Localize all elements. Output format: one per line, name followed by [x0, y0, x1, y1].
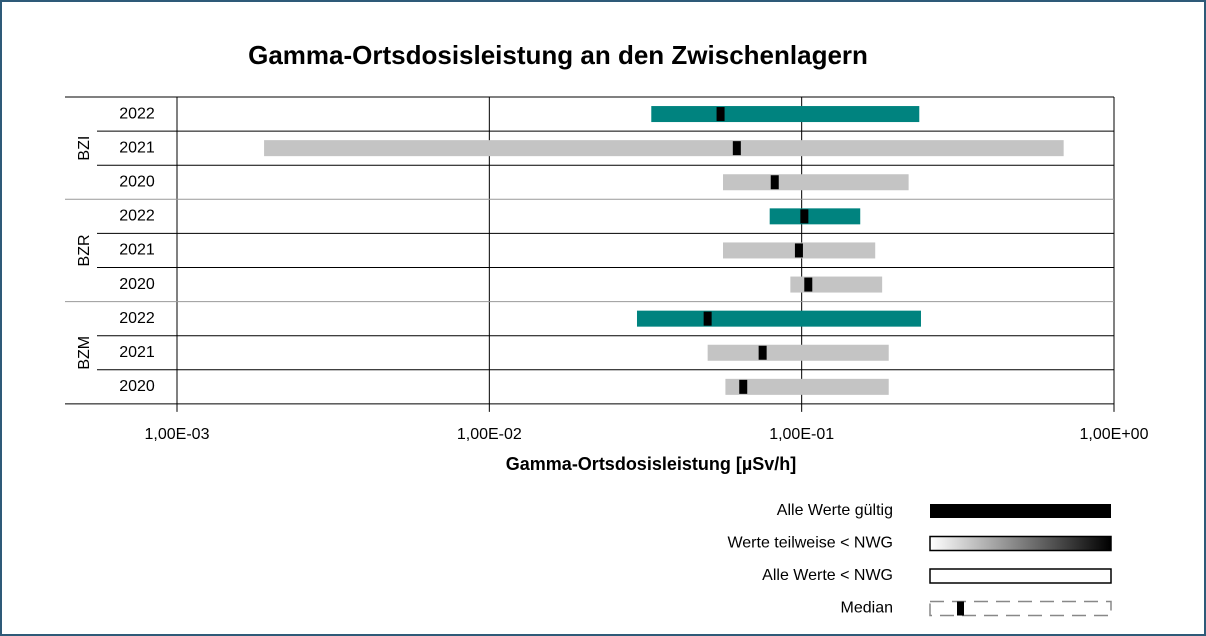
median-marker: [804, 277, 813, 292]
range-bar: [651, 106, 920, 123]
median-marker: [739, 379, 748, 394]
range-bar: [769, 208, 861, 225]
median-marker: [716, 107, 725, 122]
row-label: 2020: [119, 378, 155, 395]
row-label: 2021: [119, 344, 155, 361]
median-marker: [703, 311, 712, 326]
legend-median: [957, 601, 964, 616]
row-label: 2020: [119, 276, 155, 293]
legend-swatch: [930, 504, 1111, 518]
row-label: 2022: [119, 208, 155, 225]
row-label: 2020: [119, 173, 155, 190]
legend-swatch: [929, 568, 1112, 584]
row-label: 2022: [119, 310, 155, 327]
x-tick-label: 1,00E+00: [1080, 426, 1149, 443]
median-marker: [732, 141, 741, 156]
median-marker: [800, 209, 809, 224]
legend-swatch: [929, 535, 1112, 552]
legend-label: Werte teilweise < NWG: [727, 535, 893, 552]
median-marker: [758, 345, 767, 360]
x-axis-title: Gamma-Ortsdosisleistung [µSv/h]: [506, 454, 796, 474]
legend-label: Alle Werte gültig: [777, 502, 893, 519]
legend-label: Median: [841, 600, 893, 617]
x-tick-label: 1,00E-02: [457, 426, 522, 443]
x-tick-label: 1,00E-01: [769, 426, 834, 443]
median-marker: [770, 175, 779, 190]
median-marker: [794, 243, 803, 258]
x-tick-label: 1,00E-03: [145, 426, 210, 443]
group-label: BZI: [76, 136, 93, 161]
range-bar: [723, 174, 909, 191]
range-bar: [264, 140, 1064, 157]
legend-swatch: [929, 600, 1112, 617]
range-bar: [707, 344, 889, 361]
legend-label: Alle Werte < NWG: [762, 567, 893, 584]
group-label: BZR: [76, 234, 93, 266]
row-label: 2021: [119, 242, 155, 259]
range-bar: [725, 378, 889, 395]
group-label: BZM: [76, 336, 93, 370]
row-label: 2021: [119, 139, 155, 156]
range-bar: [636, 310, 921, 327]
range-bar: [790, 276, 883, 293]
chart-title: Gamma-Ortsdosisleistung an den Zwischenl…: [248, 40, 868, 70]
row-label: 2022: [119, 105, 155, 122]
